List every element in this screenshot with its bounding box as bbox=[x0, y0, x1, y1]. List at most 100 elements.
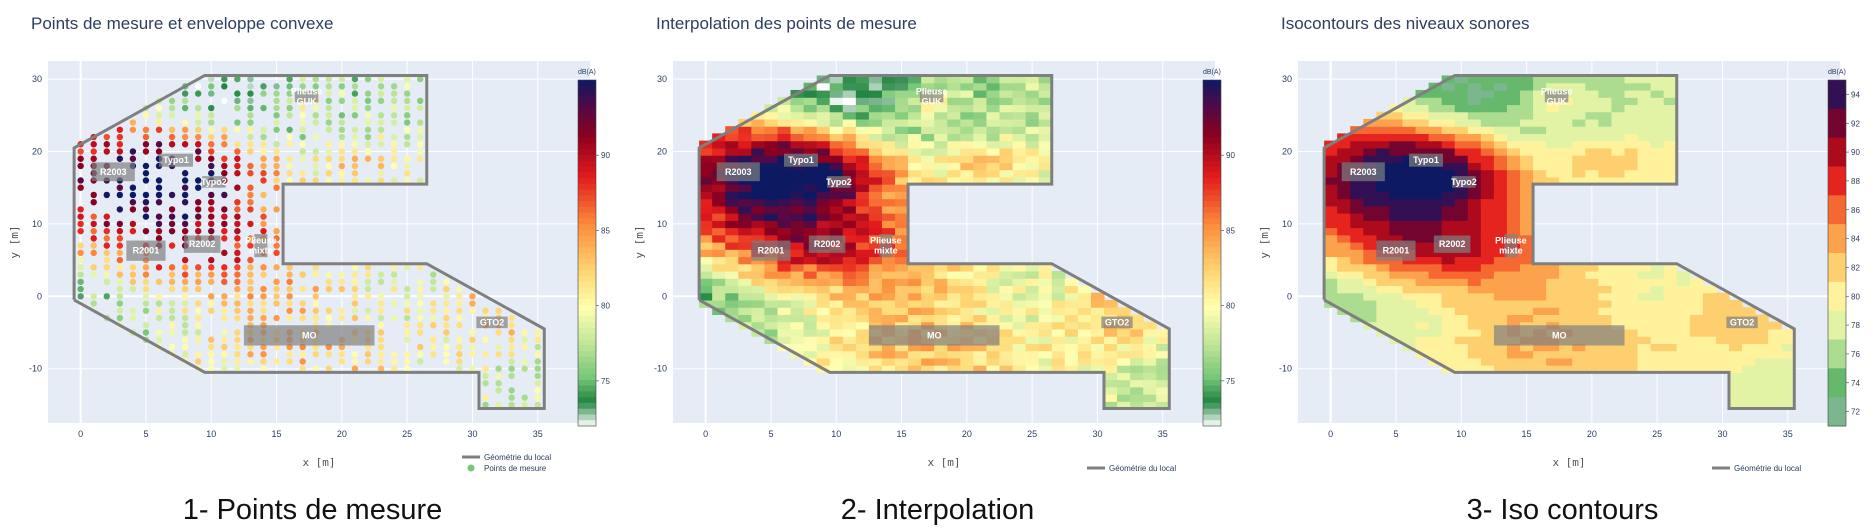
interp-cell bbox=[1728, 299, 1743, 308]
measure-point bbox=[403, 365, 411, 372]
measure-point bbox=[77, 249, 84, 257]
interp-cell bbox=[1755, 365, 1769, 373]
measure-point bbox=[312, 162, 319, 170]
interp-cell bbox=[842, 111, 857, 120]
interp-cell bbox=[1585, 270, 1599, 279]
interp-cell bbox=[1363, 234, 1377, 243]
interp-cell bbox=[751, 133, 766, 142]
interp-cell bbox=[921, 133, 935, 142]
interp-cell bbox=[829, 89, 844, 98]
interp-cell bbox=[1090, 314, 1105, 323]
interp-cell bbox=[1598, 292, 1613, 301]
measure-point bbox=[247, 75, 254, 83]
interp-cell bbox=[960, 307, 974, 315]
interp-cell bbox=[712, 263, 726, 272]
interp-cell bbox=[1585, 343, 1599, 352]
interp-cell bbox=[1585, 285, 1599, 294]
interp-cell bbox=[855, 314, 870, 323]
interp-cell bbox=[725, 270, 739, 279]
interp-cell bbox=[895, 227, 909, 236]
measure-point bbox=[364, 351, 372, 358]
interp-cell bbox=[1728, 357, 1743, 366]
interp-cell bbox=[1012, 285, 1027, 294]
interp-cell bbox=[1012, 278, 1027, 287]
interp-cell bbox=[1585, 75, 1599, 84]
interp-cell bbox=[1441, 307, 1456, 315]
interp-cell bbox=[934, 147, 948, 156]
interp-cell bbox=[1493, 365, 1508, 373]
interp-cell bbox=[1415, 133, 1430, 142]
measure-point bbox=[208, 104, 215, 112]
interp-cell bbox=[1520, 169, 1534, 178]
measure-point bbox=[142, 177, 150, 184]
interp-cell bbox=[1559, 357, 1573, 366]
interp-cell bbox=[1506, 350, 1521, 359]
interp-cell bbox=[1117, 350, 1131, 359]
interp-cell bbox=[1467, 220, 1482, 229]
interp-cell bbox=[881, 82, 896, 91]
interp-cell bbox=[1689, 285, 1704, 294]
measure-point bbox=[351, 177, 359, 184]
interp-cell bbox=[881, 343, 896, 352]
colorbar-title: dB(A) bbox=[578, 69, 596, 76]
zone-box bbox=[294, 90, 319, 103]
interp-cell bbox=[1389, 126, 1404, 134]
interp-cell bbox=[1728, 379, 1743, 388]
interp-cell bbox=[712, 191, 726, 200]
interp-cell bbox=[842, 126, 857, 134]
interp-cell bbox=[738, 126, 752, 134]
interp-cell bbox=[842, 104, 857, 113]
colorbar-band bbox=[1203, 183, 1221, 191]
measure-point bbox=[260, 307, 267, 314]
measure-point bbox=[325, 119, 332, 126]
measure-point bbox=[208, 206, 215, 213]
measure-point bbox=[90, 227, 97, 235]
interp-cell bbox=[1663, 357, 1678, 366]
interp-cell bbox=[1480, 321, 1495, 330]
colorbar-band bbox=[1203, 247, 1221, 254]
interp-cell bbox=[1454, 263, 1469, 272]
interp-cell bbox=[1090, 307, 1105, 315]
measure-point bbox=[443, 307, 450, 314]
measure-point bbox=[168, 242, 176, 249]
interp-cell bbox=[1702, 365, 1717, 373]
interp-cell bbox=[1506, 104, 1521, 113]
colorbar-band bbox=[1203, 212, 1221, 219]
interp-cell bbox=[1363, 140, 1377, 149]
measure-point bbox=[129, 206, 137, 213]
interp-cell bbox=[790, 343, 805, 352]
interp-cell bbox=[1051, 307, 1066, 315]
measure-point bbox=[273, 314, 280, 322]
measure-point bbox=[534, 336, 541, 343]
interp-cell bbox=[947, 278, 961, 287]
y-tick-label: -10 bbox=[1279, 364, 1292, 374]
interp-cell bbox=[1624, 176, 1639, 185]
interp-cell bbox=[973, 299, 988, 308]
measure-point bbox=[508, 314, 515, 322]
measure-point bbox=[234, 213, 241, 220]
measure-point bbox=[456, 336, 463, 343]
colorbar-band bbox=[1203, 229, 1221, 237]
measure-point bbox=[221, 155, 228, 162]
interp-cell bbox=[803, 126, 818, 134]
interp-cell bbox=[1428, 227, 1443, 236]
colorbar-band bbox=[1828, 166, 1846, 196]
measure-point bbox=[194, 126, 202, 133]
measure-point bbox=[456, 351, 463, 358]
interp-cell bbox=[1493, 97, 1508, 106]
measure-point bbox=[286, 177, 293, 184]
interp-cell bbox=[751, 278, 766, 287]
interp-cell bbox=[855, 140, 870, 149]
measure-point bbox=[221, 213, 228, 220]
interp-cell bbox=[1598, 357, 1613, 366]
interp-cell bbox=[1389, 147, 1404, 156]
interp-cell bbox=[1038, 147, 1053, 156]
measure-point bbox=[208, 170, 215, 177]
interp-cell bbox=[1415, 191, 1430, 200]
colorbar-band bbox=[578, 339, 596, 346]
interp-cell bbox=[1768, 336, 1782, 344]
measure-point bbox=[351, 97, 359, 105]
interp-cell bbox=[1363, 133, 1377, 142]
interp-cell bbox=[895, 213, 909, 221]
measure-point bbox=[181, 97, 189, 105]
